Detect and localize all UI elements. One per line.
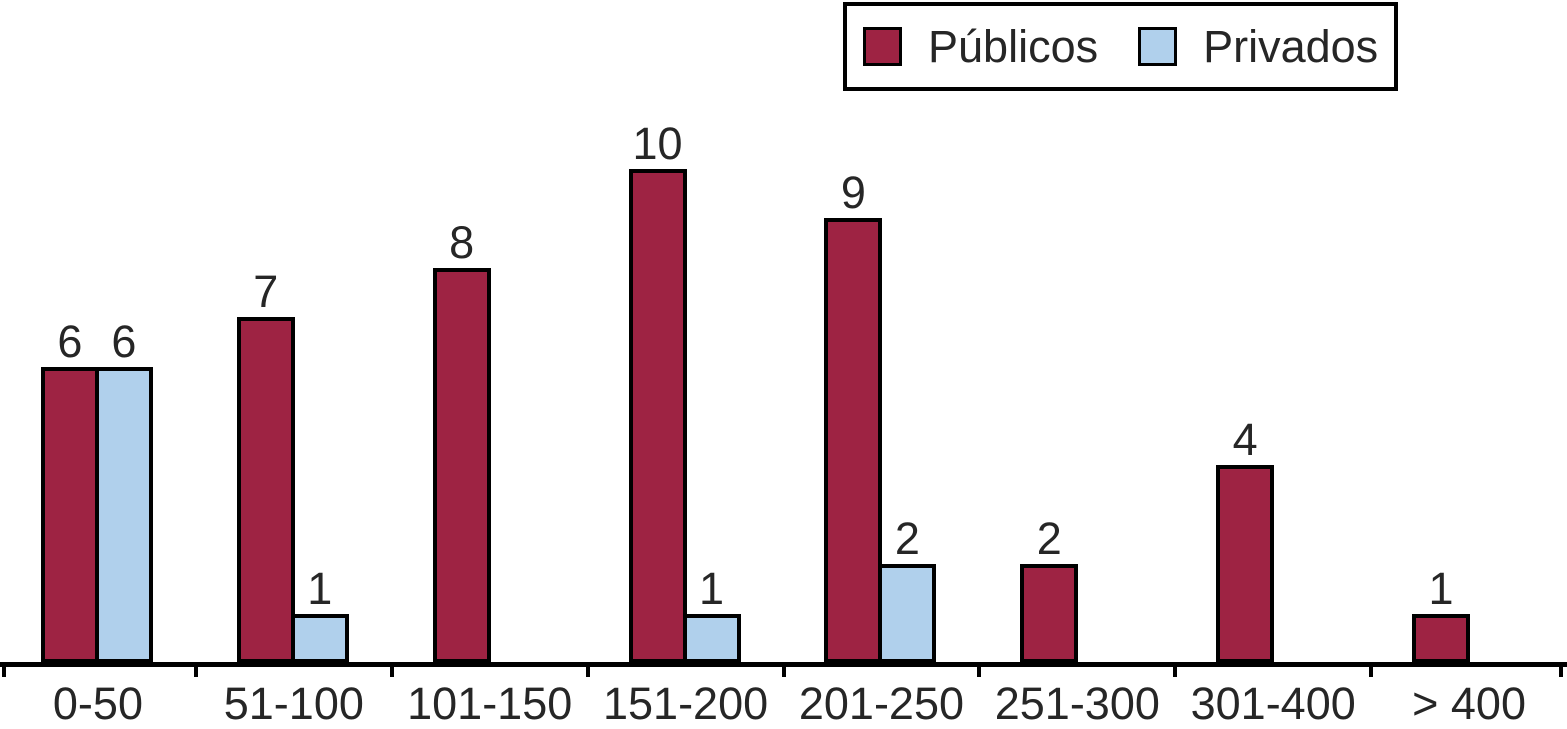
bar-p-blicos-251-300 — [1020, 564, 1079, 663]
legend: Públicos Privados — [843, 2, 1399, 91]
x-category-label-301-400: 301-400 — [1190, 678, 1356, 729]
bar-p-blicos-400 — [1412, 614, 1471, 663]
x-category-label-0-50: 0-50 — [52, 678, 143, 729]
x-axis-tick — [977, 666, 982, 677]
bar-p-blicos-0-50 — [40, 367, 99, 663]
x-category-label-201-250: 201-250 — [798, 678, 965, 729]
x-axis-tick — [781, 666, 786, 677]
bar-p-blicos-151-200 — [628, 169, 687, 663]
x-category-label-251-300: 251-300 — [994, 678, 1160, 729]
legend-swatch-publicos — [863, 27, 902, 66]
legend-item-publicos: Públicos — [863, 24, 1098, 69]
bar-privados-201-250 — [878, 564, 937, 663]
plot-area: 6 6 7 1 8 10 1 9 2 2 4 1 — [40, 118, 1471, 663]
x-category-label-101-150: 101-150 — [407, 678, 573, 729]
bar-value-label-privados-201-250: 2 — [894, 513, 920, 564]
bar-value-label-privados-0-50: 6 — [111, 316, 137, 367]
bar-privados-151-200 — [682, 614, 741, 663]
x-axis-tick — [2, 666, 6, 677]
bar-value-label-p-blicos-400: 1 — [1428, 563, 1454, 614]
bar-p-blicos-51-100 — [236, 317, 295, 663]
x-axis-tick — [1369, 666, 1374, 677]
x-category-label-151-200: 151-200 — [602, 678, 769, 729]
x-category-label-51-100: 51-100 — [223, 678, 364, 729]
bar-value-label-p-blicos-51-100: 7 — [253, 266, 279, 317]
legend-item-privados: Privados — [1138, 24, 1378, 69]
bar-value-label-privados-51-100: 1 — [307, 563, 333, 614]
bar-p-blicos-101-150 — [432, 268, 491, 663]
x-axis-tick — [389, 666, 394, 677]
legend-label-publicos: Públicos — [928, 21, 1099, 72]
x-axis-tick — [1559, 666, 1563, 677]
legend-label-privados: Privados — [1203, 21, 1379, 72]
bar-value-label-privados-151-200: 1 — [699, 563, 725, 614]
x-axis-tick — [585, 666, 590, 677]
bar-value-label-p-blicos-251-300: 2 — [1036, 513, 1062, 564]
x-axis-tick — [193, 666, 198, 677]
x-axis-tick — [1173, 666, 1178, 677]
bar-privados-51-100 — [290, 614, 349, 663]
bar-value-label-p-blicos-101-150: 8 — [449, 217, 475, 268]
bar-p-blicos-201-250 — [824, 218, 883, 663]
bar-privados-0-50 — [94, 367, 153, 663]
bar-value-label-p-blicos-0-50: 6 — [57, 316, 83, 367]
bar-value-label-p-blicos-301-400: 4 — [1232, 414, 1258, 465]
bar-value-label-p-blicos-201-250: 9 — [840, 167, 866, 218]
x-category-label-400: > 400 — [1412, 678, 1526, 729]
x-axis-line — [0, 662, 1567, 667]
bar-value-label-p-blicos-151-200: 10 — [632, 118, 683, 169]
bar-p-blicos-301-400 — [1216, 465, 1275, 663]
legend-swatch-privados — [1138, 27, 1178, 66]
